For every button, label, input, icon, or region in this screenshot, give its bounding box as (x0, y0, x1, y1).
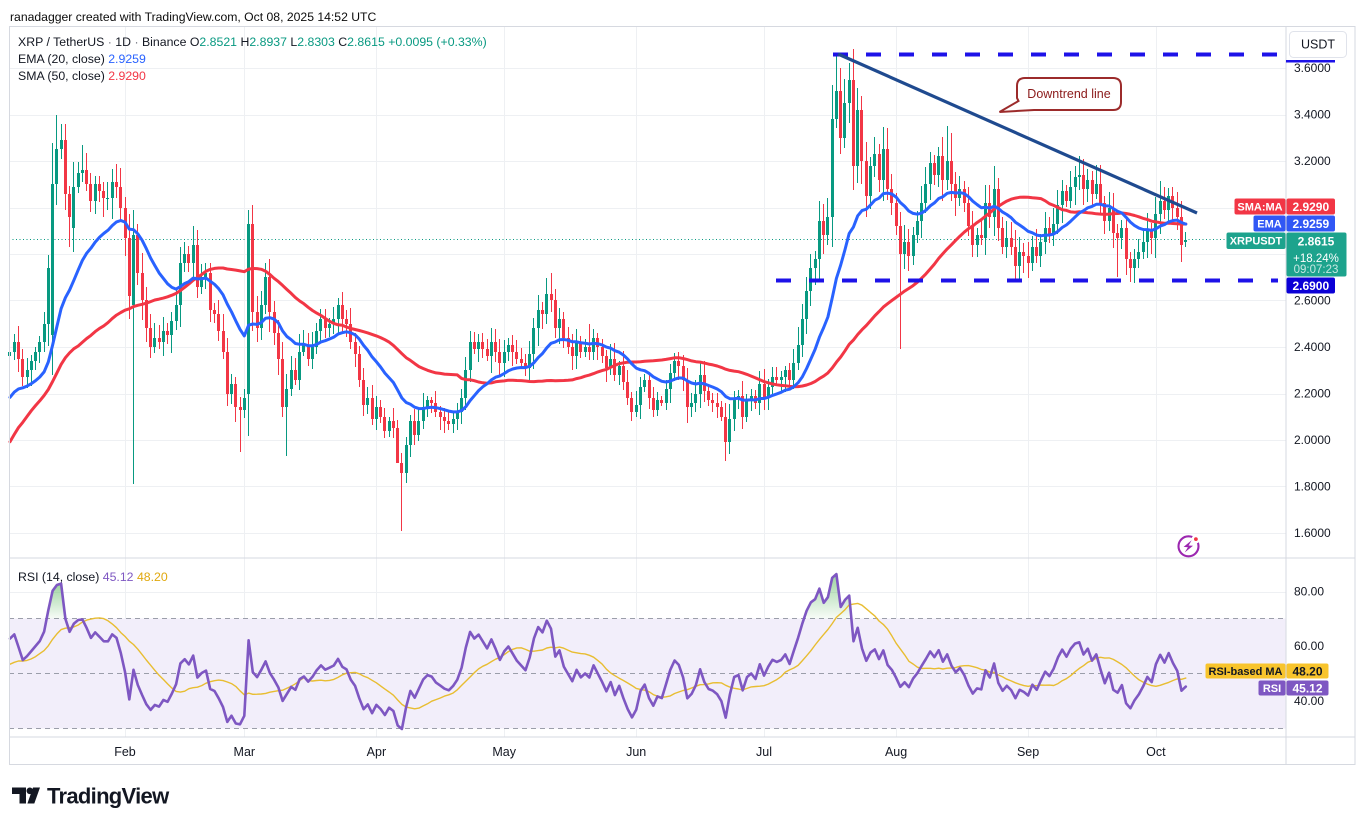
svg-text:2.6900: 2.6900 (1292, 279, 1329, 293)
svg-text:RSI (14, close) 45.12 48.20: RSI (14, close) 45.12 48.20 (18, 570, 168, 584)
svg-text:1.6000: 1.6000 (1294, 526, 1331, 540)
svg-text:Jul: Jul (756, 745, 772, 759)
svg-text:2.6000: 2.6000 (1294, 294, 1331, 308)
svg-text:1.8000: 1.8000 (1294, 480, 1331, 494)
svg-text:45.12: 45.12 (1292, 681, 1322, 695)
svg-text:EMA (20, close) 2.9259: EMA (20, close) 2.9259 (18, 52, 146, 66)
svg-text:3.6000: 3.6000 (1294, 61, 1331, 75)
svg-text:3.2000: 3.2000 (1294, 154, 1331, 168)
svg-text:2.2000: 2.2000 (1294, 387, 1331, 401)
svg-text:SMA:MA: SMA:MA (1237, 202, 1282, 214)
svg-text:60.00: 60.00 (1294, 639, 1324, 653)
svg-text:Mar: Mar (234, 745, 256, 759)
svg-text:2.4000: 2.4000 (1294, 340, 1331, 354)
svg-text:2.9259: 2.9259 (1292, 217, 1329, 231)
svg-text:XRP / TetherUS · 1D · Binance: XRP / TetherUS · 1D · Binance O2.8521 H2… (18, 35, 487, 49)
svg-text:TradingView: TradingView (47, 784, 170, 809)
svg-text:SMA (50, close) 2.9290: SMA (50, close) 2.9290 (18, 69, 146, 83)
svg-text:RSI: RSI (1263, 683, 1281, 695)
svg-text:Downtrend line: Downtrend line (1027, 87, 1110, 101)
svg-text:EMA: EMA (1257, 219, 1282, 231)
svg-text:Apr: Apr (367, 745, 386, 759)
svg-text:Oct: Oct (1146, 745, 1166, 759)
svg-text:RSI-based MA: RSI-based MA (1209, 666, 1283, 678)
svg-text:Aug: Aug (885, 745, 907, 759)
svg-text:40.00: 40.00 (1294, 694, 1324, 708)
svg-text:+18.24%: +18.24% (1293, 253, 1339, 265)
svg-text:USDT: USDT (1301, 38, 1335, 52)
svg-text:May: May (492, 745, 516, 759)
svg-text:3.4000: 3.4000 (1294, 108, 1331, 122)
svg-text:Jun: Jun (626, 745, 646, 759)
svg-text:48.20: 48.20 (1292, 664, 1322, 678)
svg-text:XRPUSDT: XRPUSDT (1230, 236, 1283, 248)
svg-text:Feb: Feb (114, 745, 136, 759)
svg-text:80.00: 80.00 (1294, 585, 1324, 599)
svg-text:2.0000: 2.0000 (1294, 433, 1331, 447)
svg-text:09:07:23: 09:07:23 (1294, 264, 1339, 276)
svg-text:2.9290: 2.9290 (1292, 200, 1329, 214)
svg-text:ranadagger created with Tradin: ranadagger created with TradingView.com,… (10, 10, 376, 24)
svg-text:2.8615: 2.8615 (1298, 235, 1335, 249)
svg-text:Sep: Sep (1017, 745, 1039, 759)
